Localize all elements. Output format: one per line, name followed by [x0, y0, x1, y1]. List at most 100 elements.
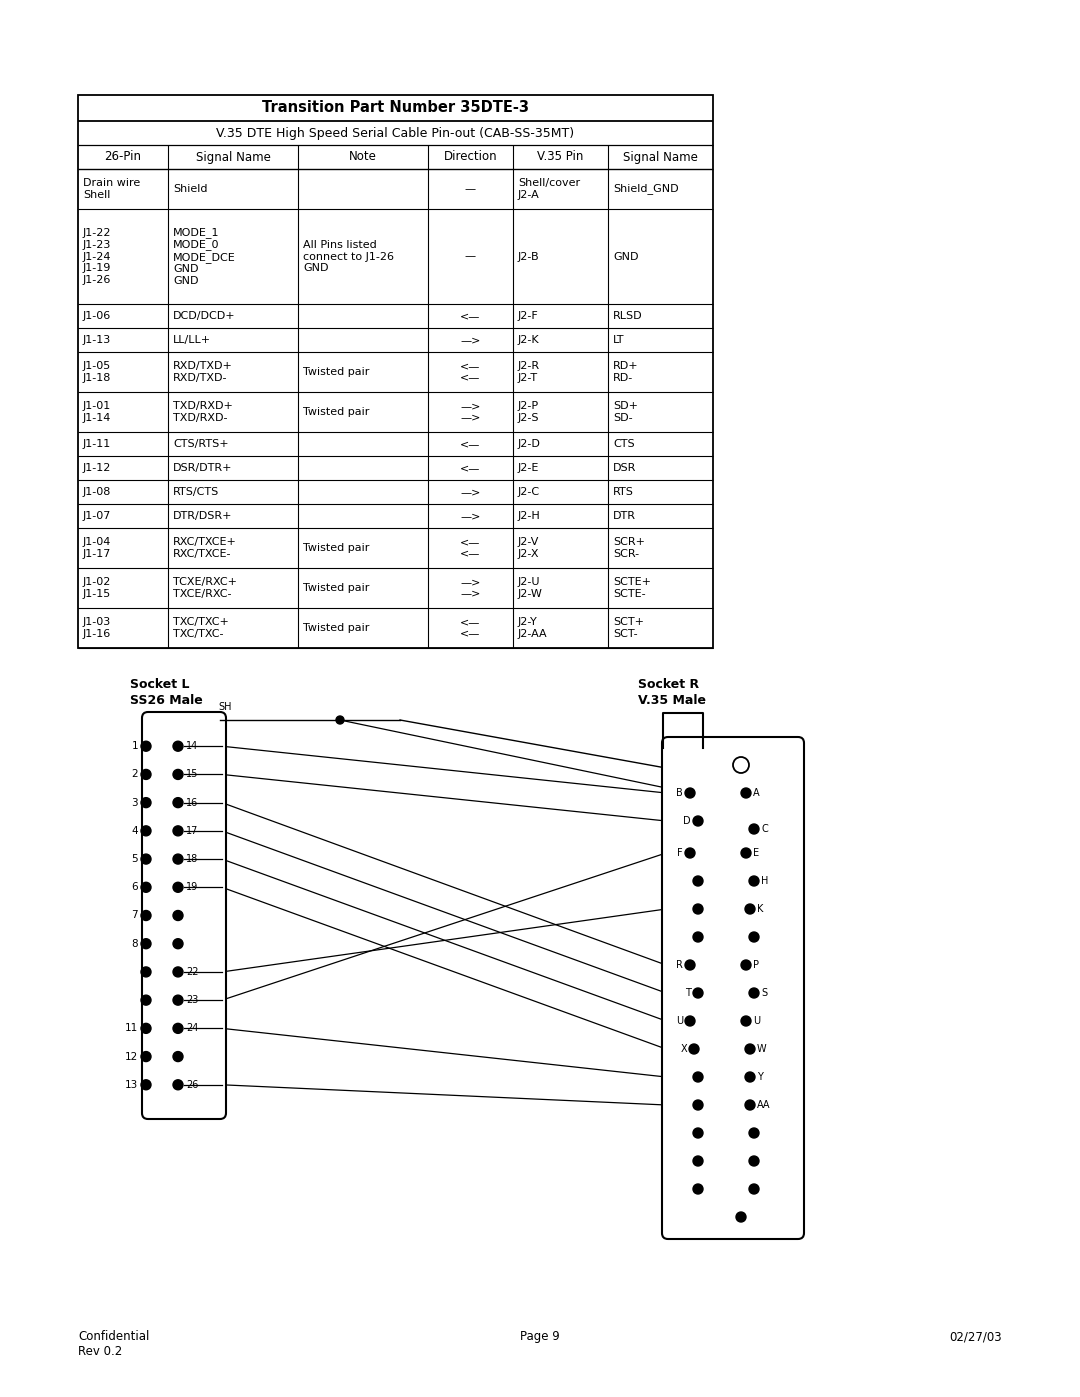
Circle shape — [141, 798, 151, 807]
Text: Transition Part Number 35DTE-3: Transition Part Number 35DTE-3 — [262, 101, 529, 116]
Text: 18: 18 — [186, 854, 199, 865]
Text: 19: 19 — [186, 883, 199, 893]
Text: 2: 2 — [132, 770, 138, 780]
Circle shape — [141, 883, 151, 893]
Text: Signal Name: Signal Name — [195, 151, 270, 163]
Text: U: U — [753, 1016, 760, 1025]
Circle shape — [693, 816, 703, 826]
Circle shape — [693, 988, 703, 997]
Text: J1-07: J1-07 — [83, 511, 111, 521]
Circle shape — [693, 1127, 703, 1139]
Text: RTS/CTS: RTS/CTS — [173, 488, 219, 497]
Text: SH: SH — [218, 703, 231, 712]
Text: J2-P
J2-S: J2-P J2-S — [518, 401, 540, 423]
Text: Twisted pair: Twisted pair — [303, 623, 369, 633]
Circle shape — [750, 1155, 759, 1166]
Text: 1: 1 — [132, 742, 138, 752]
Text: 3: 3 — [132, 798, 138, 807]
Text: J2-C: J2-C — [518, 488, 540, 497]
Circle shape — [141, 911, 151, 921]
Text: Note: Note — [349, 151, 377, 163]
Circle shape — [750, 1127, 759, 1139]
Text: Drain wire
Shell: Drain wire Shell — [83, 179, 140, 200]
Text: A: A — [753, 788, 759, 798]
Text: RXD/TXD+
RXD/TXD-: RXD/TXD+ RXD/TXD- — [173, 362, 233, 383]
Text: D: D — [684, 816, 691, 826]
Circle shape — [693, 876, 703, 886]
Text: X: X — [680, 1044, 687, 1053]
Text: 5: 5 — [132, 854, 138, 865]
Text: 4: 4 — [132, 826, 138, 835]
Circle shape — [689, 1044, 699, 1053]
Circle shape — [750, 1185, 759, 1194]
Circle shape — [693, 904, 703, 914]
Text: Shield_GND: Shield_GND — [613, 183, 678, 194]
FancyBboxPatch shape — [141, 712, 226, 1119]
Text: F: F — [677, 848, 683, 858]
Circle shape — [685, 788, 696, 798]
Text: <—
<—: <— <— — [460, 617, 481, 638]
Text: J1-11: J1-11 — [83, 439, 111, 448]
Text: 6: 6 — [132, 883, 138, 893]
Text: Direction: Direction — [444, 151, 497, 163]
Text: <—
<—: <— <— — [460, 362, 481, 383]
Text: RTS: RTS — [613, 488, 634, 497]
Text: <—
<—: <— <— — [460, 538, 481, 559]
Circle shape — [141, 742, 151, 752]
Text: W: W — [757, 1044, 767, 1053]
Text: E: E — [753, 848, 759, 858]
Circle shape — [336, 717, 345, 724]
Text: SD+
SD-: SD+ SD- — [613, 401, 638, 423]
Circle shape — [173, 798, 183, 807]
Circle shape — [750, 932, 759, 942]
Circle shape — [685, 960, 696, 970]
Circle shape — [693, 932, 703, 942]
Text: J1-08: J1-08 — [83, 488, 111, 497]
Text: 12: 12 — [125, 1052, 138, 1062]
Text: Y: Y — [757, 1071, 762, 1083]
Text: CTS: CTS — [613, 439, 635, 448]
Text: All Pins listed
connect to J1-26
GND: All Pins listed connect to J1-26 GND — [303, 240, 394, 272]
Text: 02/27/03: 02/27/03 — [949, 1330, 1002, 1343]
Text: —>: —> — [460, 335, 481, 345]
Text: C: C — [761, 824, 768, 834]
Circle shape — [173, 826, 183, 835]
Text: J2-Y
J2-AA: J2-Y J2-AA — [518, 617, 548, 638]
Circle shape — [141, 1024, 151, 1034]
Circle shape — [141, 995, 151, 1006]
Circle shape — [741, 1016, 751, 1025]
Circle shape — [141, 770, 151, 780]
Text: —>: —> — [460, 488, 481, 497]
Circle shape — [141, 854, 151, 865]
Text: SCTE+
SCTE-: SCTE+ SCTE- — [613, 577, 651, 599]
Text: RD+
RD-: RD+ RD- — [613, 362, 638, 383]
Circle shape — [173, 995, 183, 1006]
Text: DTR: DTR — [613, 511, 636, 521]
Text: —>
—>: —> —> — [460, 577, 481, 599]
FancyBboxPatch shape — [662, 738, 804, 1239]
Text: RXC/TXCE+
RXC/TXCE-: RXC/TXCE+ RXC/TXCE- — [173, 538, 237, 559]
Text: —: — — [464, 184, 476, 194]
Text: Twisted pair: Twisted pair — [303, 407, 369, 416]
Text: K: K — [757, 904, 764, 914]
Circle shape — [173, 939, 183, 949]
Text: 14: 14 — [186, 742, 199, 752]
Text: DSR/DTR+: DSR/DTR+ — [173, 462, 232, 474]
Text: J2-R
J2-T: J2-R J2-T — [518, 362, 540, 383]
Circle shape — [173, 911, 183, 921]
Text: J2-U
J2-W: J2-U J2-W — [518, 577, 543, 599]
Text: SCR+
SCR-: SCR+ SCR- — [613, 538, 645, 559]
Text: B: B — [676, 788, 683, 798]
Text: AA: AA — [757, 1099, 770, 1111]
Text: J1-12: J1-12 — [83, 462, 111, 474]
Text: Page 9: Page 9 — [521, 1330, 559, 1343]
Circle shape — [141, 1080, 151, 1090]
Text: J1-22
J1-23
J1-24
J1-19
J1-26: J1-22 J1-23 J1-24 J1-19 J1-26 — [83, 228, 111, 285]
Circle shape — [745, 1071, 755, 1083]
Circle shape — [685, 1016, 696, 1025]
Text: 16: 16 — [186, 798, 199, 807]
Text: Twisted pair: Twisted pair — [303, 367, 369, 377]
Circle shape — [141, 967, 151, 977]
Circle shape — [745, 904, 755, 914]
Text: 15: 15 — [186, 770, 199, 780]
